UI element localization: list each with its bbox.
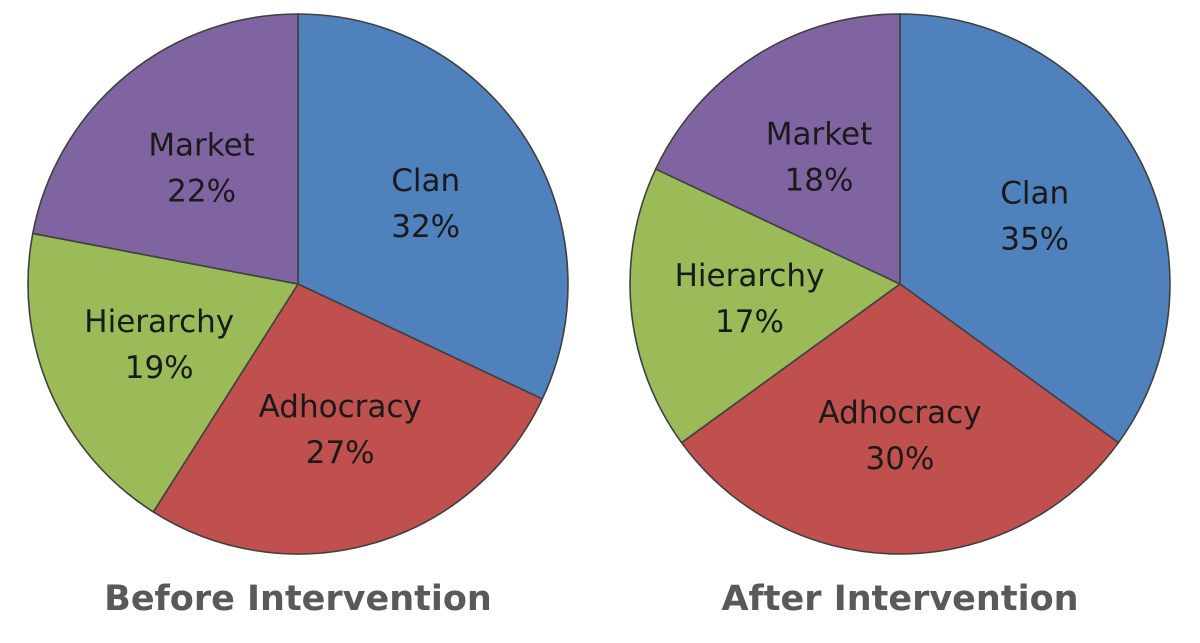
slice-value-after-clan: 35%: [1000, 221, 1069, 257]
slice-label-before-hierarchy: Hierarchy: [84, 304, 234, 340]
pie-slice-after-hierarchy: [629, 168, 901, 444]
slice-label-after-hierarchy: Hierarchy: [675, 258, 825, 294]
slice-value-after-market: 18%: [785, 162, 854, 198]
chart-title-before: Before Intervention: [104, 579, 492, 619]
slice-value-before-adhocracy: 27%: [306, 435, 375, 471]
pie-slice-after-clan: [899, 13, 1171, 444]
chart-title-after: After Intervention: [721, 579, 1078, 619]
slice-label-after-adhocracy: Adhocracy: [818, 395, 981, 431]
slice-label-after-clan: Clan: [1000, 175, 1069, 211]
slice-label-before-clan: Clan: [391, 163, 460, 199]
slice-value-after-adhocracy: 30%: [866, 441, 935, 477]
pie-slice-before-clan: [297, 13, 569, 400]
pie-slice-before-adhocracy: [152, 283, 544, 555]
pie-chart-before: Clan 32% Adhocracy 27% Hierarchy 19% Market 22%: [27, 13, 569, 555]
pie-slice-before-hierarchy: [27, 232, 299, 513]
slice-label-after-market: Market: [766, 116, 873, 152]
pie-slice-after-market: [654, 13, 901, 285]
slice-value-after-hierarchy: 17%: [715, 304, 784, 340]
slice-label-before-market: Market: [148, 128, 255, 164]
pie-slice-before-market: [31, 13, 299, 285]
slice-value-before-hierarchy: 19%: [125, 350, 194, 386]
slice-value-before-clan: 32%: [391, 209, 460, 245]
pie-chart-after: Clan 35% Adhocracy 30% Hierarchy 17% Market 18%: [629, 13, 1171, 555]
slice-value-before-market: 22%: [167, 174, 236, 210]
slice-label-before-adhocracy: Adhocracy: [259, 389, 422, 425]
pie-slice-after-adhocracy: [680, 283, 1120, 555]
